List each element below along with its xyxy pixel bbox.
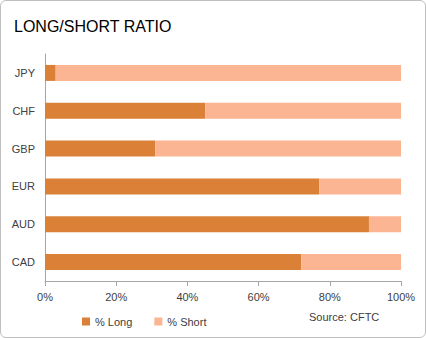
- svg-text:EUR: EUR: [12, 180, 35, 192]
- svg-text:80%: 80%: [319, 291, 341, 303]
- svg-text:% Long: % Long: [95, 316, 132, 328]
- svg-text:LONG/SHORT RATIO: LONG/SHORT RATIO: [14, 18, 171, 35]
- svg-text:GBP: GBP: [12, 143, 35, 155]
- svg-text:0%: 0%: [37, 291, 53, 303]
- svg-text:JPY: JPY: [15, 67, 36, 79]
- svg-text:CAD: CAD: [12, 256, 35, 268]
- svg-text:AUD: AUD: [12, 218, 35, 230]
- svg-text:100%: 100%: [387, 291, 415, 303]
- svg-text:60%: 60%: [248, 291, 270, 303]
- svg-text:20%: 20%: [105, 291, 127, 303]
- svg-text:CHF: CHF: [12, 105, 35, 117]
- svg-text:Source: CFTC: Source: CFTC: [309, 311, 379, 323]
- svg-text:40%: 40%: [176, 291, 198, 303]
- svg-text:% Short: % Short: [167, 316, 206, 328]
